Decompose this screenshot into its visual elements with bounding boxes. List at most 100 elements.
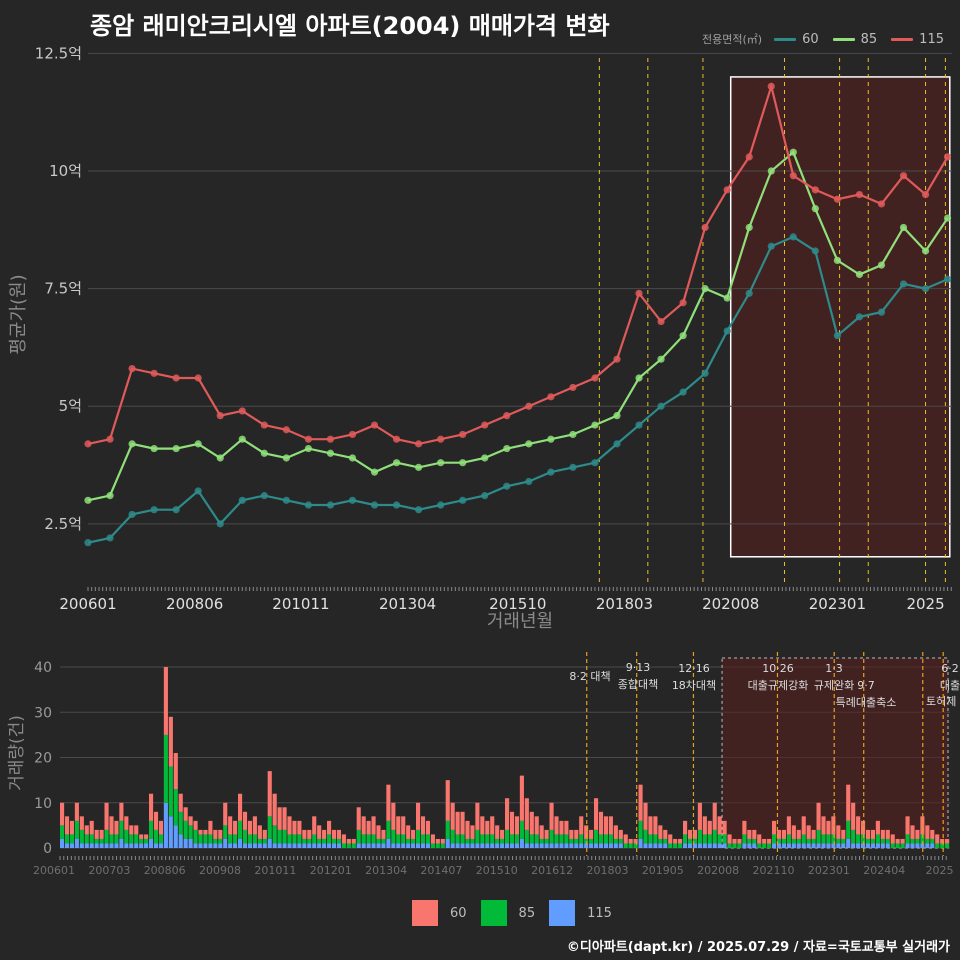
volume-bar-115 xyxy=(836,843,841,848)
data-point-115 xyxy=(635,289,643,297)
volume-bar-60 xyxy=(144,834,149,839)
volume-bar-115 xyxy=(60,838,65,848)
data-point-115 xyxy=(415,440,423,448)
volume-bar-115 xyxy=(297,843,302,848)
volume-bar-85 xyxy=(890,843,895,848)
bar-x-tick-label: 202008 xyxy=(697,864,739,877)
volume-bar-60 xyxy=(198,829,203,835)
volume-bar-85 xyxy=(490,834,495,844)
volume-bar-85 xyxy=(60,825,65,839)
volume-bar-85 xyxy=(762,843,767,848)
data-point-85 xyxy=(701,285,709,293)
volume-bar-60 xyxy=(416,802,421,830)
data-point-85 xyxy=(745,223,753,232)
volume-bar-60 xyxy=(658,825,663,839)
volume-bar-60 xyxy=(836,825,841,839)
volume-bar-115 xyxy=(153,843,159,848)
volume-bar-115 xyxy=(870,843,876,848)
volume-bar-60 xyxy=(846,784,851,821)
volume-bar-60 xyxy=(747,829,752,839)
volume-bar-60 xyxy=(139,834,144,839)
volume-bar-85 xyxy=(692,838,698,844)
volume-bar-115 xyxy=(139,843,144,848)
data-point-85 xyxy=(84,496,92,504)
data-point-115 xyxy=(238,407,246,415)
volume-bar-115 xyxy=(247,843,253,848)
volume-bar-60 xyxy=(692,829,698,839)
data-point-85 xyxy=(238,435,246,443)
volume-bar-115 xyxy=(594,843,599,848)
volume-bar-115 xyxy=(134,843,139,848)
volume-bar-60 xyxy=(752,829,757,839)
volume-bar-60 xyxy=(579,816,584,835)
data-point-85 xyxy=(899,223,908,232)
volume-bar-115 xyxy=(238,838,243,848)
volume-bar-60 xyxy=(554,816,559,835)
policy-annotation-label: 특례대출축소 xyxy=(836,696,897,709)
volume-bar-115 xyxy=(509,843,515,848)
volume-bar-85 xyxy=(623,843,628,848)
volume-bar-85 xyxy=(875,834,880,844)
volume-bar-115 xyxy=(618,843,623,848)
data-point-60 xyxy=(547,468,555,476)
volume-bar-85 xyxy=(920,834,925,844)
volume-bar-60 xyxy=(856,816,861,835)
volume-bar-60 xyxy=(119,802,124,821)
data-point-115 xyxy=(569,383,577,392)
volume-bar-115 xyxy=(529,843,534,848)
volume-bar-60 xyxy=(648,816,653,835)
volume-bar-115 xyxy=(589,843,594,848)
volume-bar-85 xyxy=(213,838,218,844)
volume-bar-115 xyxy=(692,843,698,848)
data-point-60 xyxy=(348,496,357,504)
volume-bar-60 xyxy=(519,775,524,821)
volume-bar-115 xyxy=(228,843,233,848)
volume-bar-85 xyxy=(129,834,134,844)
volume-bar-60 xyxy=(124,816,129,830)
volume-bar-115 xyxy=(420,843,426,848)
volume-bar-115 xyxy=(277,843,282,848)
volume-bar-85 xyxy=(559,834,564,844)
volume-bar-115 xyxy=(267,838,272,848)
volume-bar-60 xyxy=(89,820,94,835)
bottom-legend-box-115 xyxy=(549,900,576,926)
volume-bar-85 xyxy=(460,834,465,844)
volume-bar-115 xyxy=(144,843,149,848)
data-point-60 xyxy=(106,534,114,542)
page-title: 종암 래미안크리시엘 아파트(2004) 매매가격 변화 xyxy=(90,12,610,40)
volume-bar-115 xyxy=(203,843,208,848)
volume-bar-115 xyxy=(307,843,312,848)
volume-bar-115 xyxy=(816,843,821,848)
volume-bar-60 xyxy=(134,825,139,835)
data-point-85 xyxy=(525,440,533,448)
volume-bar-85 xyxy=(658,838,663,844)
volume-bar-60 xyxy=(781,829,787,839)
volume-bar-85 xyxy=(282,829,287,844)
volume-bar-115 xyxy=(549,843,554,848)
data-point-60 xyxy=(238,496,246,504)
volume-bar-85 xyxy=(831,834,836,844)
data-point-85 xyxy=(459,459,467,467)
bar-x-tick-label: 201905 xyxy=(642,864,684,877)
volume-bar-115 xyxy=(163,802,168,848)
data-point-115 xyxy=(899,172,908,180)
volume-bar-85 xyxy=(188,825,193,839)
volume-bar-85 xyxy=(416,829,421,844)
volume-bar-60 xyxy=(480,816,485,835)
volume-bar-60 xyxy=(406,825,411,839)
y-tick-label: 5억 xyxy=(59,397,82,415)
volume-bar-115 xyxy=(183,838,188,848)
volume-bar-115 xyxy=(327,843,332,848)
volume-bar-60 xyxy=(312,816,317,835)
volume-bar-85 xyxy=(722,834,727,844)
volume-bar-85 xyxy=(99,838,104,844)
volume-bar-60 xyxy=(163,667,168,735)
volume-bar-85 xyxy=(826,834,831,844)
volume-bar-115 xyxy=(485,843,490,848)
volume-bar-85 xyxy=(935,843,940,848)
volume-bar-115 xyxy=(411,843,416,848)
volume-bar-115 xyxy=(490,843,495,848)
volume-bar-60 xyxy=(935,834,940,844)
volume-bar-85 xyxy=(945,843,950,848)
volume-bar-60 xyxy=(69,820,75,835)
